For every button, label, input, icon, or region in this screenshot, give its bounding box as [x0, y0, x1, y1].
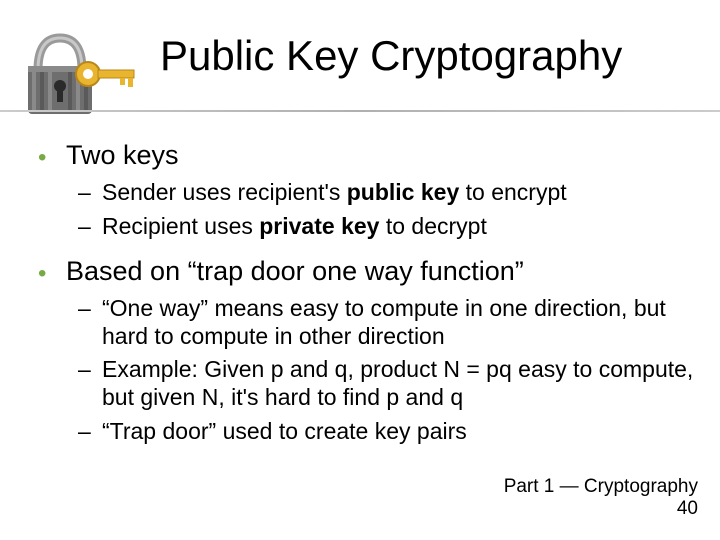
text-post: to decrypt	[379, 213, 486, 239]
text-post: to encrypt	[459, 179, 566, 205]
slide-content: Two keys Sender uses recipient's public …	[38, 140, 700, 451]
subbullet-oneway: “One way” means easy to compute in one d…	[38, 295, 700, 350]
footer-page: 40	[504, 498, 698, 520]
text-bold: private key	[259, 213, 379, 239]
bullet-trapdoor: Based on “trap door one way function”	[38, 256, 700, 287]
text: “One way” means easy to compute in one d…	[102, 295, 666, 349]
title-underline	[0, 110, 720, 112]
lock-key-icon	[18, 28, 138, 128]
text: Example: Given p and q, product N = pq e…	[102, 356, 693, 410]
text-pre: Sender uses recipient's	[102, 179, 347, 205]
slide-footer: Part 1 — Cryptography 40	[504, 476, 698, 520]
text-pre: Recipient uses	[102, 213, 259, 239]
bullet-two-keys: Two keys	[38, 140, 700, 171]
slide: Public Key Cryptography Two keys Sender …	[0, 0, 720, 540]
text: “Trap door” used to create key pairs	[102, 418, 467, 444]
footer-line1: Part 1 — Cryptography	[504, 476, 698, 498]
text-bold: public key	[347, 179, 459, 205]
bullet-text: Two keys	[66, 140, 179, 170]
slide-title: Public Key Cryptography	[160, 32, 622, 80]
bullet-text: Based on “trap door one way function”	[66, 256, 524, 286]
subbullet-recipient: Recipient uses private key to decrypt	[38, 213, 700, 241]
spacer	[38, 246, 700, 256]
subbullet-trapdoor-use: “Trap door” used to create key pairs	[38, 418, 700, 446]
subbullet-example: Example: Given p and q, product N = pq e…	[38, 356, 700, 411]
subbullet-sender: Sender uses recipient's public key to en…	[38, 179, 700, 207]
